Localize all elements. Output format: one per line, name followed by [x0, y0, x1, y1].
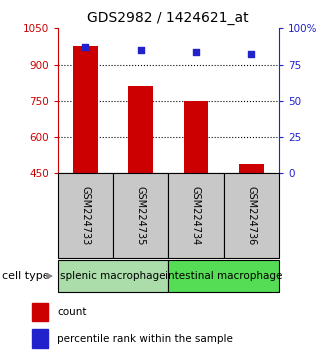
- Bar: [168, 173, 224, 258]
- Text: GSM224736: GSM224736: [246, 186, 256, 246]
- Text: count: count: [57, 307, 87, 317]
- Text: GSM224735: GSM224735: [136, 186, 146, 246]
- Bar: [224, 173, 279, 258]
- Point: [248, 52, 254, 57]
- Bar: [128, 86, 153, 173]
- Bar: [58, 173, 113, 258]
- Point: [193, 49, 199, 55]
- Bar: [32, 330, 48, 348]
- Point: [83, 44, 88, 50]
- Title: GDS2982 / 1424621_at: GDS2982 / 1424621_at: [87, 11, 249, 24]
- Bar: [239, 164, 264, 173]
- Bar: [183, 101, 208, 173]
- Bar: [58, 260, 168, 292]
- Text: GSM224733: GSM224733: [81, 186, 90, 246]
- Text: cell type: cell type: [2, 271, 49, 281]
- Bar: [113, 173, 168, 258]
- Bar: [32, 303, 48, 321]
- Text: splenic macrophage: splenic macrophage: [60, 271, 166, 281]
- Text: GSM224734: GSM224734: [191, 186, 201, 246]
- Text: percentile rank within the sample: percentile rank within the sample: [57, 334, 233, 344]
- Text: intestinal macrophage: intestinal macrophage: [165, 271, 282, 281]
- Point: [138, 47, 143, 53]
- Bar: [73, 46, 98, 173]
- Bar: [168, 260, 279, 292]
